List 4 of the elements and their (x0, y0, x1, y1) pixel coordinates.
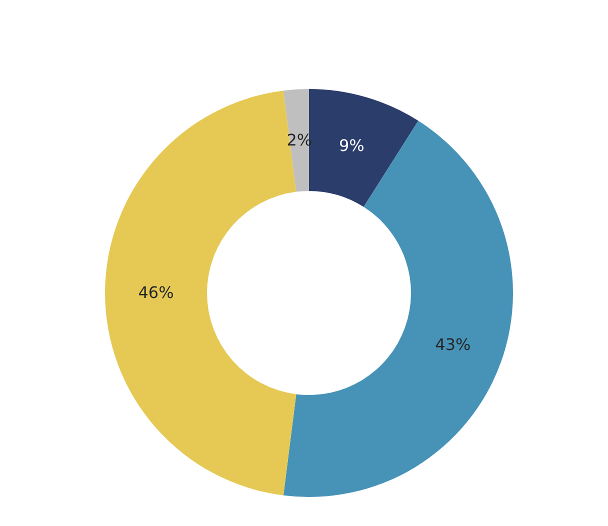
data-label: 43% (435, 334, 471, 354)
data-label: 9% (338, 136, 364, 156)
donut-slice (283, 120, 513, 497)
data-label: 46% (138, 283, 174, 302)
